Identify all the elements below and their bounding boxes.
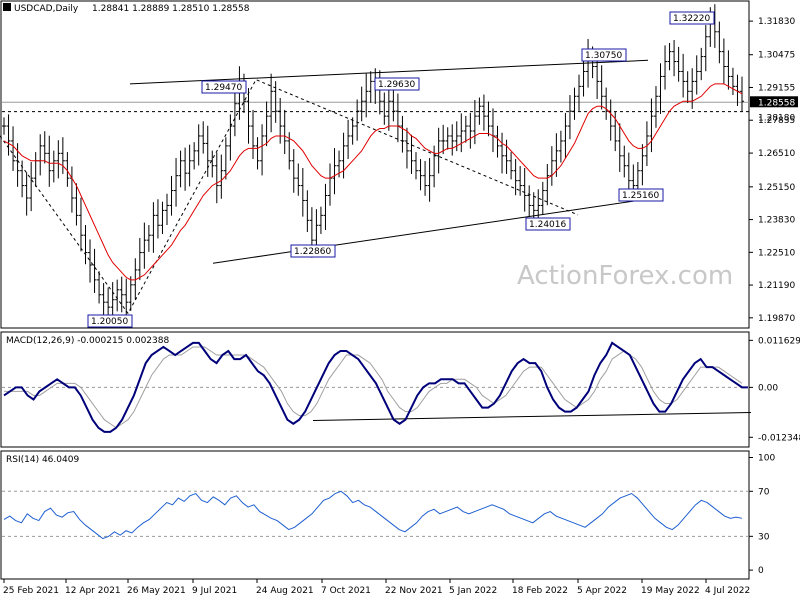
price-tick-label: 1.25150 bbox=[758, 183, 795, 193]
annotation-label: 1.30750 bbox=[585, 51, 622, 61]
annotation-box bbox=[669, 11, 715, 25]
x-tick-label: 24 Aug 2021 bbox=[256, 586, 314, 596]
price-tick-label: 1.23830 bbox=[758, 216, 795, 226]
annotation-label: 1.29630 bbox=[378, 80, 415, 90]
rsi-tick-label: 0 bbox=[758, 566, 764, 576]
price-tick-label: 1.21190 bbox=[758, 281, 795, 291]
moving-average-line bbox=[3, 83, 743, 281]
annotation-label: 1.29470 bbox=[205, 83, 242, 93]
x-tick-label: 19 May 2022 bbox=[641, 586, 700, 596]
x-tick-label: 25 Feb 2021 bbox=[3, 586, 59, 596]
watermark: ActionForex.com bbox=[517, 261, 733, 291]
annotation-label: 1.32220 bbox=[673, 14, 710, 24]
price-tick-label: 1.22510 bbox=[758, 248, 795, 258]
annotation-box bbox=[618, 188, 664, 202]
annotation-box bbox=[581, 48, 627, 62]
dashed-level-label: 1.28180 bbox=[758, 114, 795, 124]
x-tick-label: 7 Oct 2021 bbox=[321, 586, 371, 596]
rsi-title: RSI(14) 46.0409 bbox=[6, 455, 79, 465]
current-price-label: 1.28558 bbox=[758, 98, 795, 108]
support-trendline bbox=[212, 196, 664, 264]
annotation-label: 1.25160 bbox=[622, 191, 659, 201]
annotation-box bbox=[525, 217, 571, 231]
price-tick-label: 1.30475 bbox=[758, 51, 795, 61]
dashed-trendline bbox=[0, 79, 579, 315]
macd-main-line bbox=[3, 341, 748, 433]
macd-tick-label: 0.00 bbox=[758, 383, 778, 393]
annotation-label: 1.24016 bbox=[529, 220, 566, 230]
annotation-label: 1.22860 bbox=[294, 247, 331, 257]
annotation-box bbox=[374, 77, 420, 91]
rsi-tick-label: 30 bbox=[758, 532, 770, 542]
x-tick-label: 5 Jan 2022 bbox=[449, 586, 497, 596]
price-tick-label: 1.29155 bbox=[758, 83, 795, 93]
x-tick-label: 26 May 2021 bbox=[127, 586, 186, 596]
macd-signal-line bbox=[4, 346, 743, 429]
annotation-label: 1.20050 bbox=[91, 317, 128, 327]
resistance-trendline bbox=[129, 59, 649, 85]
x-tick-label: 5 Apr 2022 bbox=[577, 586, 627, 596]
x-tick-label: 9 Jul 2021 bbox=[192, 586, 237, 596]
header-icon bbox=[3, 3, 11, 11]
current-price-tag bbox=[750, 96, 798, 108]
price-tick-label: 1.19870 bbox=[758, 314, 795, 324]
annotation-box bbox=[290, 244, 336, 258]
annotation-box bbox=[87, 314, 133, 328]
x-tick-label: 12 Apr 2021 bbox=[65, 586, 121, 596]
header-symbol: USDCAD,Daily bbox=[14, 4, 79, 14]
rsi-tick-label: 70 bbox=[758, 487, 770, 497]
rsi-line bbox=[3, 490, 743, 540]
macd-title: MACD(12,26,9) -0.000215 0.002388 bbox=[6, 336, 169, 346]
price-tick-label: 1.27835 bbox=[758, 116, 795, 126]
rsi-tick-label: 100 bbox=[758, 454, 775, 464]
annotation-box bbox=[201, 80, 247, 94]
macd-tick-label: -0.012348 bbox=[758, 433, 800, 443]
price-tick-label: 1.26510 bbox=[758, 149, 795, 159]
x-tick-label: 18 Feb 2022 bbox=[512, 586, 568, 596]
rsi-panel-frame bbox=[0, 450, 750, 580]
price-tick-label: 1.31830 bbox=[758, 17, 795, 27]
x-tick-label: 22 Nov 2021 bbox=[385, 586, 443, 596]
header-ohlc: 1.28841 1.28889 1.28510 1.28558 bbox=[92, 4, 250, 14]
x-tick-label: 4 Jul 2022 bbox=[705, 586, 750, 596]
macd-tick-label: 0.011629 bbox=[758, 336, 800, 346]
macd-trendline bbox=[312, 411, 752, 422]
